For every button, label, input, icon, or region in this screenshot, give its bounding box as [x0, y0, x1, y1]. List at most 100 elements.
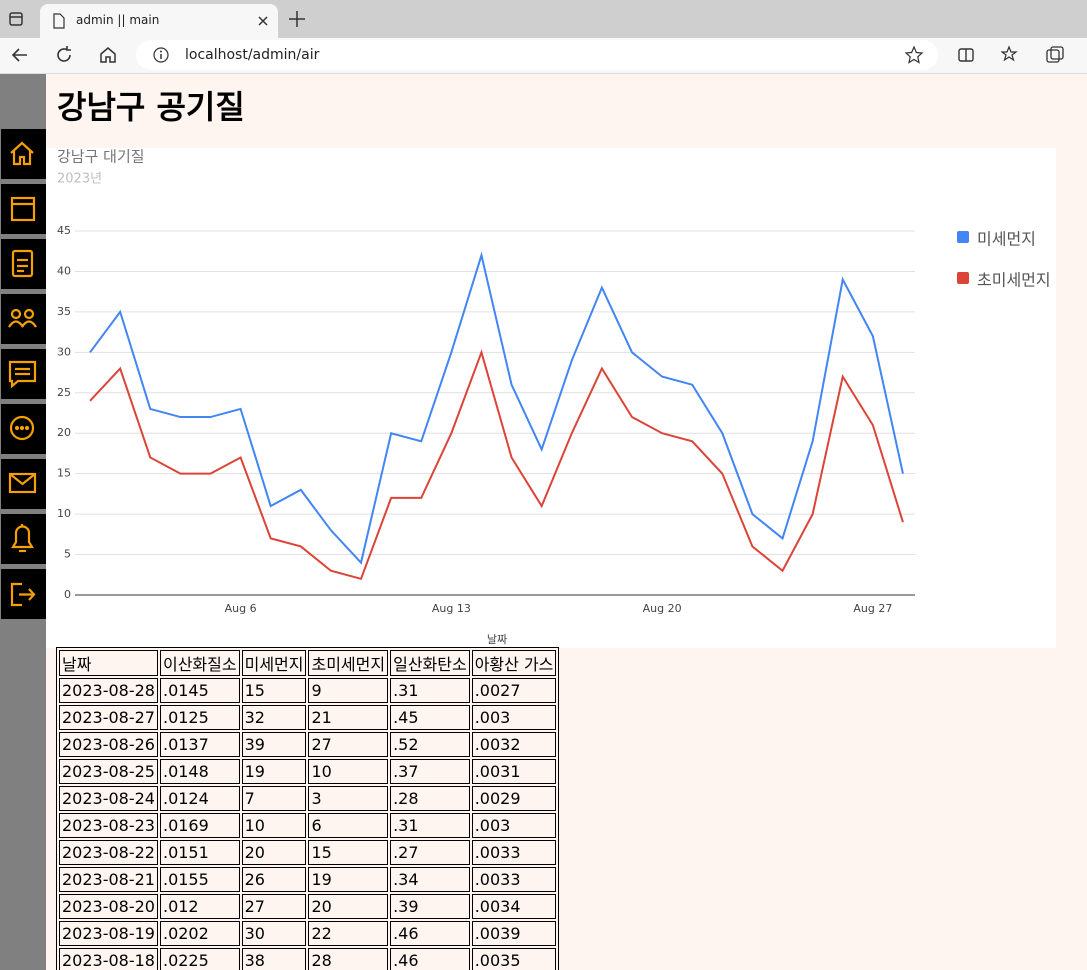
tab-menu-icon[interactable]: [6, 9, 26, 29]
url-field[interactable]: localhost/admin/air: [136, 40, 938, 70]
table-cell: 10: [308, 759, 389, 784]
y-tick-label: 40: [57, 264, 71, 277]
table-cell: 10: [241, 813, 307, 838]
table-cell: 2023-08-21: [59, 867, 158, 892]
page-icon: [53, 13, 65, 29]
table-row: 2023-08-26.0137 39 27.52.0032: [59, 732, 557, 757]
table-cell: .0151: [159, 840, 240, 865]
table-row: 2023-08-21.0155 26 19.34.0033: [59, 867, 557, 892]
y-tick-label: 0: [64, 588, 71, 601]
header-cell: 일산화탄소: [390, 650, 470, 676]
table-cell: .0202: [159, 921, 240, 946]
table-cell: .0039: [471, 921, 557, 946]
table-cell: .0027: [471, 678, 557, 703]
y-tick-label: 30: [57, 345, 71, 358]
table-cell: .0029: [471, 786, 557, 811]
table-cell: .0035: [471, 948, 557, 970]
table-cell: .46: [390, 921, 470, 946]
tab-close[interactable]: [257, 15, 269, 27]
series-line: [89, 349, 904, 581]
x-tick-label: Aug 6: [225, 602, 257, 615]
table-cell: 2023-08-24: [59, 786, 158, 811]
table-cell: .012: [159, 894, 240, 919]
nav-board[interactable]: [1, 184, 46, 234]
table-cell: .0031: [471, 759, 557, 784]
table-cell: .0125: [159, 705, 240, 730]
table-cell: .46: [390, 948, 470, 970]
chart-subtitle: 2023년: [57, 172, 102, 187]
table-cell: 20: [241, 840, 307, 865]
nav-home[interactable]: [1, 129, 46, 179]
header-cell: 날짜: [59, 650, 158, 676]
table-cell: 15: [308, 840, 389, 865]
series-line: [89, 251, 904, 565]
y-tick-label: 20: [57, 426, 71, 439]
table-header-row: 날짜 이산화질소 미세먼지 초미세먼지 일산화탄소 아황산 가스: [59, 650, 557, 676]
table-cell: 27: [241, 894, 307, 919]
table-row: 2023-08-19.0202 30 22.46.0039: [59, 921, 557, 946]
table-cell: 2023-08-23: [59, 813, 158, 838]
table-cell: .0032: [471, 732, 557, 757]
table-row: 2023-08-24.0124 7 3.28.0029: [59, 786, 557, 811]
table-cell: .0169: [159, 813, 240, 838]
table-cell: .45: [390, 705, 470, 730]
split-screen[interactable]: [956, 45, 976, 65]
table-cell: .39: [390, 894, 470, 919]
x-tick-label: Aug 20: [643, 602, 682, 615]
table-row: 2023-08-27.0125 32 21.45.003: [59, 705, 557, 730]
table-cell: 2023-08-27: [59, 705, 158, 730]
table-cell: 15: [241, 678, 307, 703]
table-cell: .0225: [159, 948, 240, 970]
table-cell: 30: [241, 921, 307, 946]
favorites[interactable]: [1001, 45, 1021, 65]
table-cell: 2023-08-25: [59, 759, 158, 784]
table-cell: 3: [308, 786, 389, 811]
table-cell: .0137: [159, 732, 240, 757]
back-button[interactable]: [10, 45, 30, 65]
table-cell: 2023-08-20: [59, 894, 158, 919]
reload-button[interactable]: [54, 45, 74, 65]
table-row: 2023-08-18.0225 38 28.46.0035: [59, 948, 557, 970]
chart-title: 강남구 대기질: [57, 148, 145, 166]
table-cell: .31: [390, 678, 470, 703]
table-cell: 32: [241, 705, 307, 730]
table-cell: 6: [308, 813, 389, 838]
collections[interactable]: [1045, 45, 1065, 65]
table-cell: 9: [308, 678, 389, 703]
table-cell: .37: [390, 759, 470, 784]
table-cell: 38: [241, 948, 307, 970]
table-cell: 2023-08-28: [59, 678, 158, 703]
favorite[interactable]: [904, 45, 924, 65]
tab-title: admin || main: [76, 13, 160, 27]
table-cell: .0155: [159, 867, 240, 892]
nav-users[interactable]: [1, 294, 46, 344]
table-cell: 19: [241, 759, 307, 784]
table-cell: .0124: [159, 786, 240, 811]
site-info[interactable]: [152, 46, 170, 64]
x-tick-label: Aug 13: [432, 602, 471, 615]
y-tick-label: 45: [57, 224, 71, 237]
y-tick-label: 35: [57, 305, 71, 318]
table-cell: 22: [308, 921, 389, 946]
table-cell: 21: [308, 705, 389, 730]
sidebar: [0, 74, 46, 970]
legend-label: 초미세먼지: [977, 271, 1051, 290]
new-tab[interactable]: [287, 9, 307, 29]
x-axis-title: 날짜: [487, 633, 507, 646]
home-button[interactable]: [98, 45, 118, 65]
header-cell: 초미세먼지: [308, 650, 389, 676]
y-tick-label: 10: [57, 507, 71, 520]
table-row: 2023-08-22.0151 20 15.27.0033: [59, 840, 557, 865]
table-cell: 27: [308, 732, 389, 757]
table-cell: .0034: [471, 894, 557, 919]
nav-clipboard[interactable]: [1, 239, 46, 289]
table-cell: 28: [308, 948, 389, 970]
y-tick-label: 25: [57, 386, 71, 399]
tab[interactable]: admin || main: [40, 4, 278, 38]
url-text: localhost/admin/air: [185, 47, 320, 63]
tab-bar: admin || main: [0, 0, 1087, 38]
table-cell: 26: [241, 867, 307, 892]
header-cell: 이산화질소: [159, 650, 240, 676]
nav-alerts[interactable]: [1, 514, 46, 564]
table-row: 2023-08-25.0148 19 10.37.0031: [59, 759, 557, 784]
